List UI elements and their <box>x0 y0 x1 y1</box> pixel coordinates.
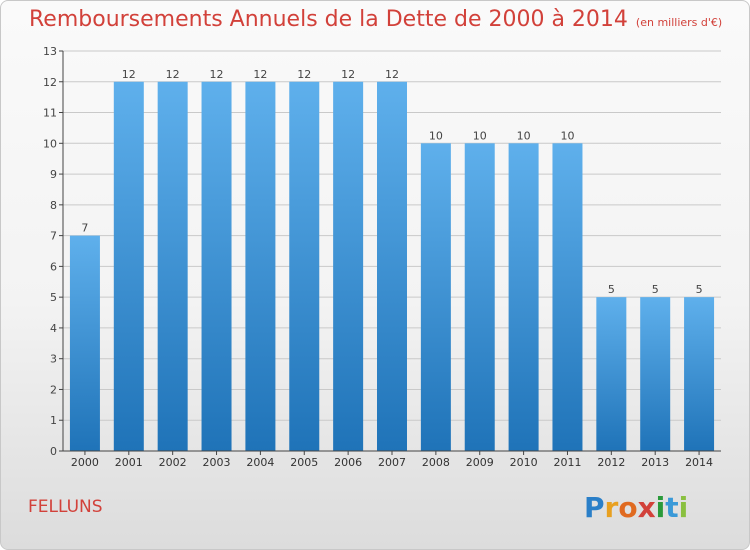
y-tick-label: 4 <box>50 322 57 335</box>
x-tick-label: 2000 <box>71 456 99 469</box>
bar <box>377 81 407 452</box>
data-label: 12 <box>166 68 180 81</box>
title-unit: (en milliers d'€) <box>635 16 723 29</box>
x-tick-label: 2005 <box>290 456 318 469</box>
y-tick-label: 12 <box>43 76 57 89</box>
x-tick-label: 2012 <box>597 456 625 469</box>
x-tick-label: 2004 <box>246 456 274 469</box>
data-label: 10 <box>560 129 574 142</box>
labels: 0123456789101112132000720011220021220031… <box>43 45 713 469</box>
y-tick-label: 11 <box>43 107 57 120</box>
x-tick-label: 2009 <box>466 456 494 469</box>
data-label: 10 <box>473 129 487 142</box>
logo-letter: x <box>637 491 656 524</box>
x-tick-label: 2007 <box>378 456 406 469</box>
data-label: 12 <box>385 68 399 81</box>
bar <box>245 81 276 452</box>
axes <box>59 50 721 455</box>
y-tick-label: 1 <box>50 414 57 427</box>
y-tick-label: 7 <box>50 230 57 243</box>
data-label: 7 <box>81 222 88 235</box>
data-label: 10 <box>517 129 531 142</box>
data-label: 12 <box>253 68 267 81</box>
title-text: Remboursements Annuels de la Dette de 20… <box>29 7 628 32</box>
y-tick-label: 10 <box>43 137 57 150</box>
bar <box>113 81 144 452</box>
logo-letter: t <box>665 491 679 524</box>
data-label: 12 <box>341 68 355 81</box>
data-label: 12 <box>122 68 136 81</box>
x-tick-label: 2011 <box>553 456 581 469</box>
y-tick-label: 2 <box>50 383 57 396</box>
data-label: 12 <box>210 68 224 81</box>
bar <box>420 143 451 452</box>
x-tick-label: 2010 <box>510 456 538 469</box>
y-tick-label: 3 <box>50 353 57 366</box>
y-tick-label: 13 <box>43 45 57 58</box>
logo-letter: o <box>618 491 638 524</box>
y-tick-label: 8 <box>50 199 57 212</box>
data-label: 5 <box>696 283 703 296</box>
x-tick-label: 2008 <box>422 456 450 469</box>
logo-letter: i <box>678 491 689 524</box>
bar <box>157 81 188 452</box>
x-tick-label: 2003 <box>203 456 231 469</box>
x-tick-label: 2013 <box>641 456 669 469</box>
proxiti-logo[interactable]: Proxiti <box>584 491 688 524</box>
bar <box>552 143 583 452</box>
y-tick-label: 0 <box>50 445 57 458</box>
commune-name: FELLUNS <box>28 497 103 517</box>
x-tick-label: 2002 <box>159 456 187 469</box>
data-label: 10 <box>429 129 443 142</box>
bar <box>201 81 232 452</box>
x-tick-label: 2014 <box>685 456 713 469</box>
y-tick-label: 9 <box>50 168 57 181</box>
bar <box>69 235 100 451</box>
logo-letter: i <box>655 491 666 524</box>
bar <box>640 297 671 451</box>
chart-title: Remboursements Annuels de la Dette de 20… <box>29 7 722 32</box>
data-label: 5 <box>608 283 615 296</box>
bar <box>464 143 495 452</box>
bar <box>289 81 320 452</box>
bars <box>69 81 715 452</box>
bar <box>508 143 539 452</box>
data-label: 12 <box>297 68 311 81</box>
logo-letter: r <box>604 491 619 524</box>
bar <box>596 297 627 451</box>
logo-letter: P <box>584 491 605 524</box>
bar <box>333 81 364 452</box>
data-label: 5 <box>652 283 659 296</box>
x-tick-label: 2006 <box>334 456 362 469</box>
bar <box>684 297 715 451</box>
y-tick-label: 5 <box>50 291 57 304</box>
y-tick-label: 6 <box>50 260 57 273</box>
x-tick-label: 2001 <box>115 456 143 469</box>
